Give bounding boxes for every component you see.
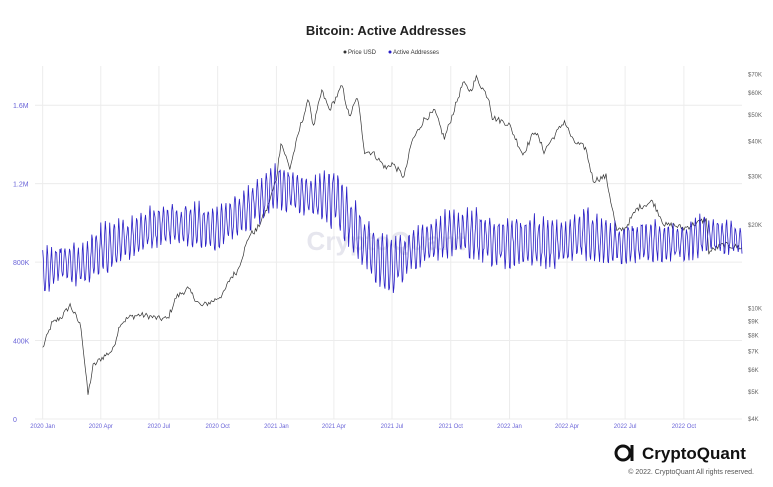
y-left-tick-label: 0: [13, 417, 17, 424]
x-tick-label: 2021 Jul: [381, 424, 404, 430]
gridlines: [35, 66, 742, 420]
brand-logo: CryptoQuant: [614, 444, 746, 463]
price-usd-line: [42, 74, 743, 395]
legend-active-addresses-marker: [388, 50, 392, 54]
x-tick-label: 2021 Apr: [322, 424, 346, 430]
y-left-tick-label: 1.2M: [13, 182, 29, 189]
x-tick-label: 2020 Jan: [30, 424, 55, 430]
y-right-tick-label: $6K: [748, 368, 759, 374]
y-left-tick-label: 400K: [13, 339, 30, 346]
copyright-notice: © 2022. CryptoQuant All rights reserved.: [628, 468, 754, 476]
brand-name: CryptoQuant: [642, 444, 746, 463]
legend-active-addresses-label: Active Addresses: [393, 50, 439, 56]
y-left-tick-label: 800K: [13, 260, 30, 267]
y-right-tick-label: $30K: [748, 174, 762, 180]
x-tick-label: 2021 Oct: [439, 424, 464, 430]
x-tick-label: 2021 Jan: [264, 424, 289, 430]
y-right-tick-label: $8K: [748, 334, 759, 340]
y-right-tick-label: $50K: [748, 113, 762, 119]
y-right-tick-label: $7K: [748, 350, 759, 356]
x-tick-label: 2022 Jul: [614, 424, 637, 430]
legend-price-marker: [343, 50, 347, 54]
x-axis: 2020 Jan 2020 Apr 2020 Jul 2020 Oct 2021 Jan…: [30, 424, 696, 430]
x-tick-label: 2020 Jul: [148, 424, 171, 430]
x-tick-label: 2022 Oct: [672, 424, 697, 430]
y-right-tick-label: $40K: [748, 140, 762, 146]
y-right-tick-label: $9K: [748, 319, 759, 325]
x-tick-label: 2022 Jan: [497, 424, 522, 430]
x-tick-label: 2022 Apr: [555, 424, 579, 430]
y-right-tick-label: $60K: [748, 91, 762, 97]
y-axis-left: 0 400K 800K 1.2M 1.6M: [13, 103, 30, 424]
active-addresses-line: [42, 163, 743, 294]
y-left-tick-label: 1.6M: [13, 103, 29, 110]
legend: Price USD Active Addresses: [343, 50, 439, 56]
y-right-tick-label: $10K: [748, 307, 762, 313]
y-right-tick-label: $5K: [748, 390, 759, 396]
y-axis-right: $70K $60K $50K $40K $30K $20K $10K $9K $8K $7K $6K…: [748, 72, 762, 423]
x-tick-label: 2020 Apr: [89, 424, 113, 430]
y-right-tick-label: $20K: [748, 223, 762, 229]
y-right-tick-label: $70K: [748, 72, 762, 78]
chart-title: Bitcoin: Active Addresses: [306, 23, 466, 38]
legend-price-label: Price USD: [348, 50, 377, 56]
cryptoquant-logo-icon: [614, 444, 634, 462]
x-tick-label: 2020 Oct: [205, 424, 230, 430]
y-right-tick-label: $4K: [748, 417, 759, 423]
